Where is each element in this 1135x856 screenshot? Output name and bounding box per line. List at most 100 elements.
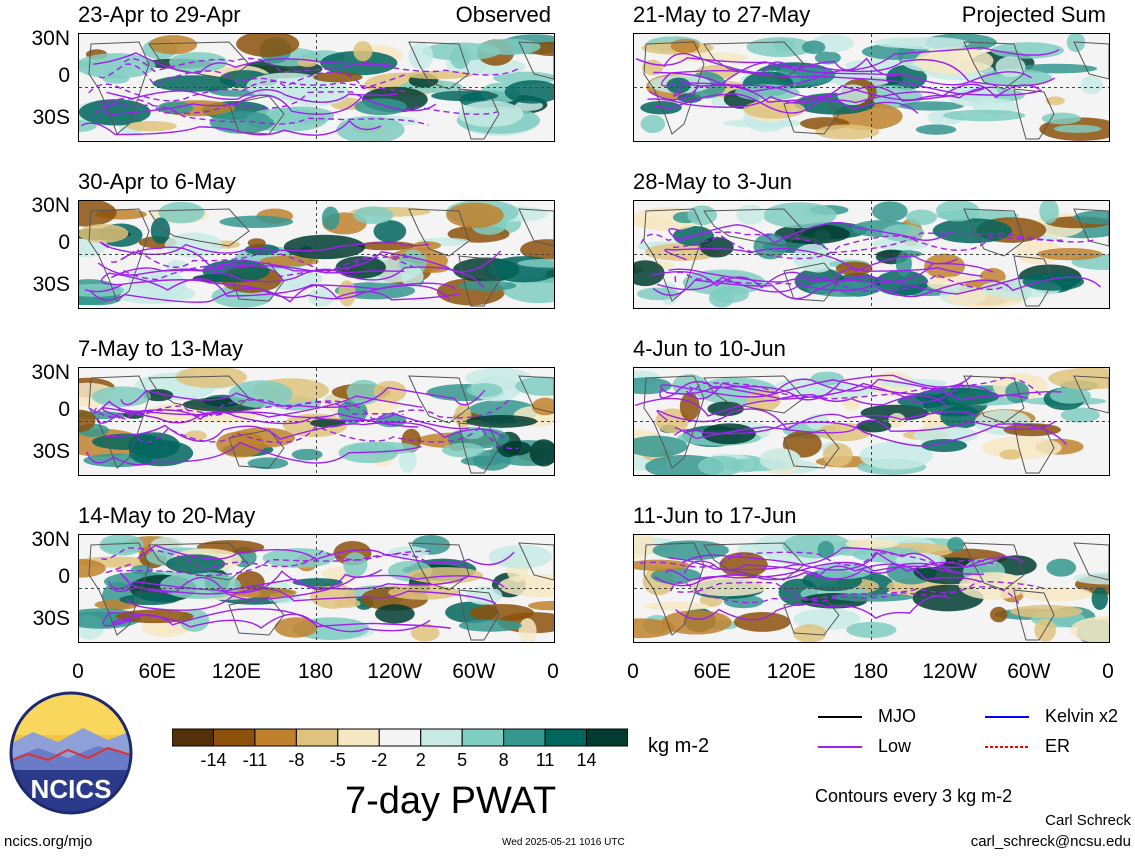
anomaly-blob: [687, 205, 718, 226]
coastline: [458, 255, 500, 307]
anomaly-blob: [878, 378, 948, 388]
anomaly-blob: [1080, 75, 1103, 95]
footer-url[interactable]: ncics.org/mjo: [4, 833, 93, 850]
coastline: [1073, 208, 1109, 247]
anomaly-blob: [759, 448, 802, 471]
y-tick-label: 30S: [32, 273, 70, 296]
contours-note: Contours every 3 kg m-2: [815, 786, 1013, 806]
low-contour: [111, 608, 451, 629]
low-contour: [103, 553, 471, 577]
x-tick-label: 180: [852, 660, 889, 683]
colorbar-tick-label: -11: [242, 750, 268, 770]
anomaly-blob: [634, 535, 656, 559]
low-contour: [665, 561, 985, 582]
low-contour: [634, 394, 948, 417]
anomaly-blob: [1053, 124, 1102, 133]
anomaly-blob: [655, 408, 690, 434]
coastline: [1013, 422, 1055, 474]
x-tick-label: 120W: [922, 660, 978, 683]
low-contour: [681, 551, 1025, 572]
x-tick-label: 60W: [452, 660, 496, 683]
y-tick-label: 30S: [32, 607, 70, 630]
colorbar-swatch: [503, 728, 546, 747]
anomaly-blob: [1060, 407, 1100, 423]
anomaly-blob: [634, 559, 690, 571]
low-contour: [106, 421, 505, 442]
anomaly-blob: [274, 617, 318, 638]
coastline: [963, 208, 1025, 257]
low-contour: [108, 570, 470, 594]
anomaly-blob: [79, 559, 106, 578]
anomaly-blob: [872, 201, 908, 222]
coastline: [408, 208, 470, 257]
coastline: [643, 542, 705, 636]
y-tick-label: 30N: [31, 528, 70, 551]
low-contour: [670, 580, 1048, 604]
colorbar-swatch: [378, 728, 422, 747]
anomaly-blob: [991, 42, 1065, 59]
low-contour: [664, 247, 958, 272]
colorbar-tick-label: -2: [371, 750, 388, 770]
anomaly-blob: [91, 386, 151, 407]
low-contour: [88, 80, 408, 102]
low-contour: [111, 574, 505, 601]
y-tick-label: 30S: [32, 440, 70, 463]
coastline: [228, 95, 285, 135]
y-tick-label: 0: [58, 565, 70, 588]
anomaly-blob: [733, 611, 791, 632]
anomaly-blob: [886, 64, 927, 90]
coastline: [1073, 41, 1109, 80]
anomaly-blob: [504, 80, 554, 104]
anomaly-blob: [79, 224, 129, 243]
coastline: [1073, 542, 1109, 581]
anomaly-blob: [399, 447, 417, 473]
map-panel: [78, 367, 555, 476]
anomaly-blob: [375, 604, 415, 624]
anomaly-blob: [529, 439, 554, 467]
footer-email[interactable]: carl_schreck@ncsu.edu: [970, 833, 1131, 850]
anomaly-blob: [502, 276, 554, 304]
footer-timestamp: Wed 2025-05-21 1016 UTC: [502, 837, 625, 848]
coastline: [643, 208, 705, 302]
anomaly-blob: [1037, 248, 1103, 261]
low-contour: [98, 91, 499, 115]
low-contour: [94, 103, 429, 127]
y-tick-label: 30N: [31, 27, 70, 50]
x-tick-label: 0: [1102, 660, 1114, 683]
anomaly-blob: [150, 217, 171, 244]
anomaly-blob: [517, 258, 554, 268]
anomaly-blob: [1048, 368, 1109, 390]
map-panel: [78, 534, 555, 643]
anomaly-blob: [679, 392, 700, 421]
y-tick-label: 30N: [31, 361, 70, 384]
anomaly-blob: [1066, 34, 1086, 53]
panel-title: 30-Apr to 6-May: [78, 169, 236, 194]
low-contour: [137, 425, 519, 450]
low-contour: [120, 246, 502, 273]
anomaly-blob: [462, 58, 526, 75]
coastline: [1073, 375, 1109, 414]
anomaly-blob: [79, 409, 96, 432]
colorbar-swatch: [295, 728, 339, 747]
map-panel: [633, 534, 1110, 643]
low-contour: [674, 421, 1068, 447]
anomaly-blob: [147, 271, 187, 300]
anomaly-blob: [498, 574, 554, 598]
anomaly-blob: [176, 368, 248, 389]
anomaly-blob: [641, 59, 664, 76]
coastline: [703, 375, 805, 414]
anomaly-blob: [722, 118, 804, 128]
anomaly-blob: [753, 233, 788, 260]
legend-line-low: [818, 746, 862, 748]
low-contour: [675, 595, 950, 621]
low-contour: [101, 407, 419, 428]
anomaly-blob: [999, 449, 1022, 460]
coastline: [408, 41, 470, 90]
low-contour: [639, 551, 995, 568]
ncics-logo: NCICS: [8, 690, 134, 816]
anomaly-blob: [247, 457, 289, 470]
anomaly-blob: [312, 71, 363, 83]
colorbar-tick-label: -5: [329, 750, 346, 770]
anomaly-blob: [708, 288, 735, 308]
anomaly-blob: [527, 601, 554, 611]
